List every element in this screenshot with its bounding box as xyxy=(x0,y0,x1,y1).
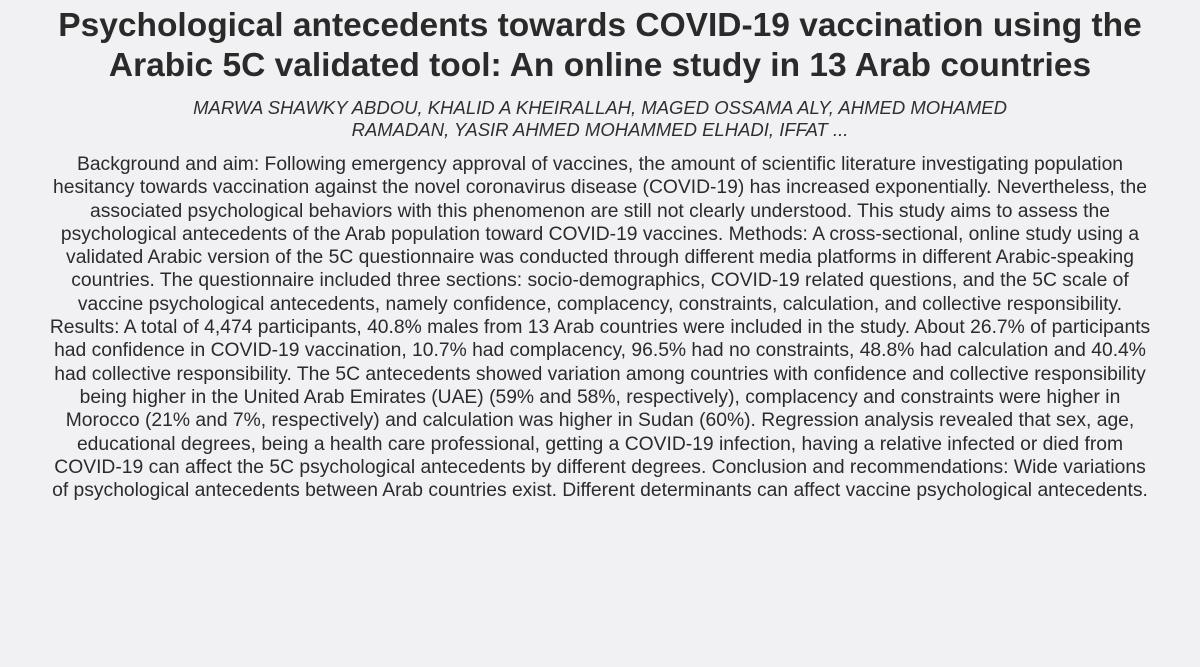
paper-abstract: Background and aim: Following emergency … xyxy=(49,154,1151,502)
paper-title: Psychological antecedents towards COVID-… xyxy=(58,7,1142,84)
paper-authors: MARWA SHAWKY ABDOU, KHALID A KHEIRALLAH,… xyxy=(193,97,1007,140)
